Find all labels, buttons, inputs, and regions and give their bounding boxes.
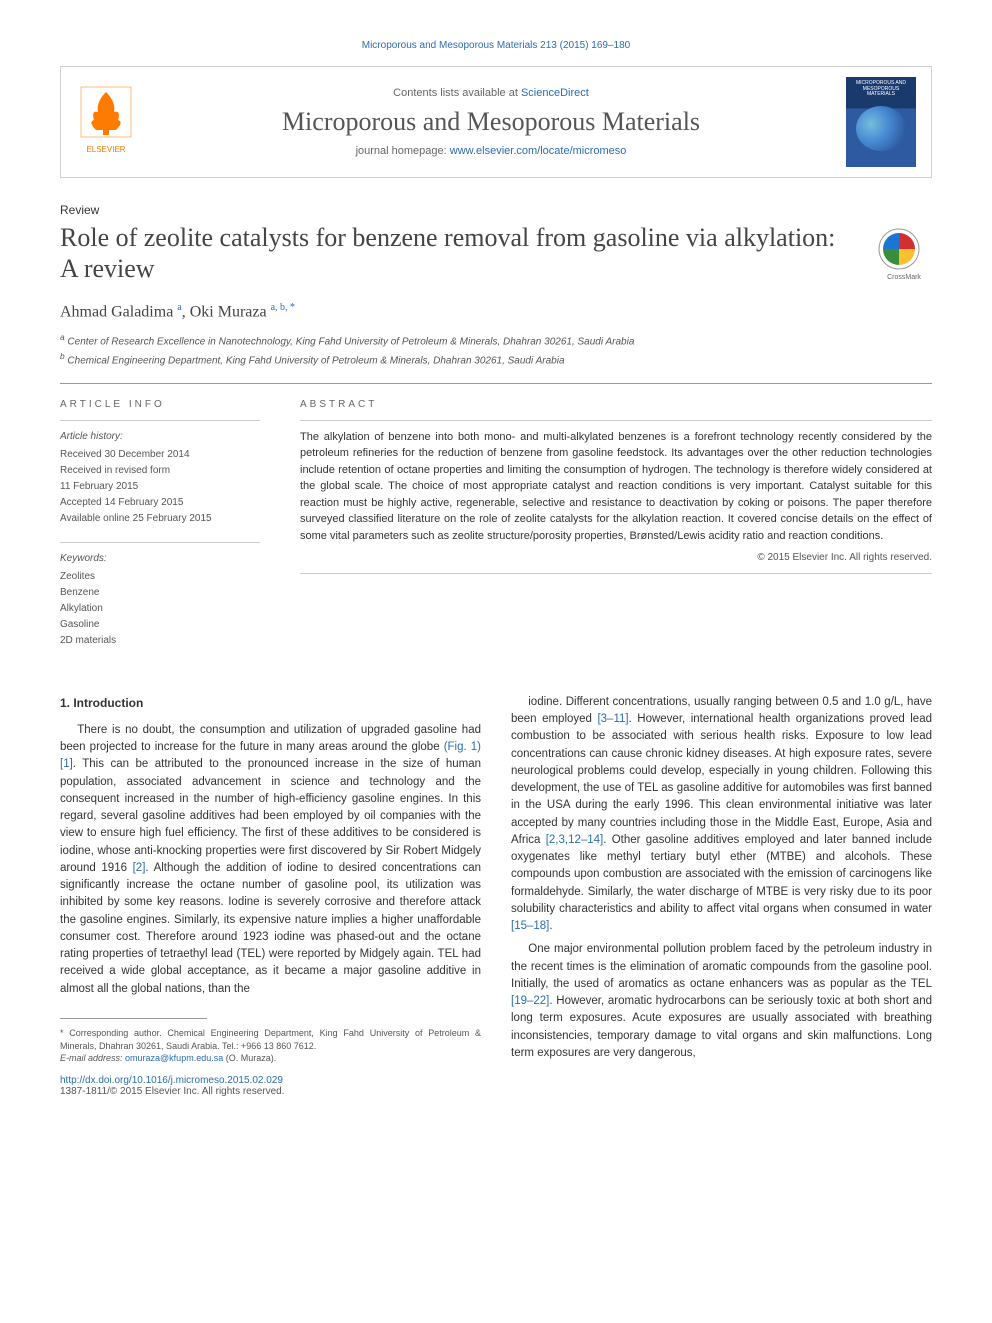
homepage-link[interactable]: www.elsevier.com/locate/micromeso (450, 145, 627, 157)
divider (60, 383, 932, 384)
title-row: Role of zeolite catalysts for benzene re… (60, 222, 932, 287)
email-link[interactable]: omuraza@kfupm.edu.sa (125, 1053, 223, 1063)
article-info-column: ARTICLE INFO Article history: Received 3… (60, 399, 260, 664)
svg-text:ELSEVIER: ELSEVIER (86, 145, 125, 154)
elsevier-logo: ELSEVIER (76, 82, 136, 162)
article-type: Review (60, 203, 932, 217)
abstract-text: The alkylation of benzene into both mono… (300, 429, 932, 545)
article-title: Role of zeolite catalysts for benzene re… (60, 222, 857, 284)
doi-link[interactable]: http://dx.doi.org/10.1016/j.micromeso.20… (60, 1075, 932, 1086)
journal-homepage: journal homepage: www.elsevier.com/locat… (156, 145, 826, 157)
article-info-label: ARTICLE INFO (60, 399, 260, 410)
journal-banner: ELSEVIER Contents lists available at Sci… (60, 66, 932, 178)
abstract-label: ABSTRACT (300, 399, 932, 410)
cover-graphic (856, 106, 906, 151)
crossmark-badge[interactable]: CrossMark (877, 227, 932, 287)
issn-copyright: 1387-1811/© 2015 Elsevier Inc. All right… (60, 1086, 932, 1097)
body-column-left: 1. Introduction There is no doubt, the c… (60, 694, 481, 1065)
authors: Ahmad Galadima a, Oki Muraza a, b, * (60, 302, 932, 321)
intro-paragraph-1: There is no doubt, the consumption and u… (60, 722, 481, 998)
affiliations: a Center of Research Excellence in Nanot… (60, 331, 932, 368)
footnote-separator (60, 1018, 207, 1019)
intro-paragraph-2: iodine. Different concentrations, usuall… (511, 694, 932, 936)
meta-row: ARTICLE INFO Article history: Received 3… (60, 399, 932, 664)
journal-cover-thumb: MICROPOROUS AND MESOPOROUS MATERIALS (846, 77, 916, 167)
body-column-right: iodine. Different concentrations, usuall… (511, 694, 932, 1065)
affiliation-b: b Chemical Engineering Department, King … (60, 350, 932, 368)
affiliation-a: a Center of Research Excellence in Nanot… (60, 331, 932, 349)
contents-available: Contents lists available at ScienceDirec… (156, 87, 826, 99)
article-history: Article history: Received 30 December 20… (60, 429, 260, 527)
section-1-heading: 1. Introduction (60, 694, 481, 712)
corresponding-author: * Corresponding author. Chemical Enginee… (60, 1027, 481, 1065)
sciencedirect-link[interactable]: ScienceDirect (521, 87, 589, 99)
body-columns: 1. Introduction There is no doubt, the c… (60, 694, 932, 1065)
journal-name: Microporous and Mesoporous Materials (156, 107, 826, 137)
abstract-copyright: © 2015 Elsevier Inc. All rights reserved… (300, 552, 932, 563)
svg-text:CrossMark: CrossMark (887, 274, 921, 281)
intro-paragraph-3: One major environmental pollution proble… (511, 941, 932, 1062)
email-line: E-mail address: omuraza@kfupm.edu.sa (O.… (60, 1052, 481, 1065)
abstract-column: ABSTRACT The alkylation of benzene into … (300, 399, 932, 664)
citation-header: Microporous and Mesoporous Materials 213… (60, 40, 932, 51)
keywords-block: Keywords: Zeolites Benzene Alkylation Ga… (60, 551, 260, 649)
banner-center: Contents lists available at ScienceDirec… (156, 87, 826, 157)
